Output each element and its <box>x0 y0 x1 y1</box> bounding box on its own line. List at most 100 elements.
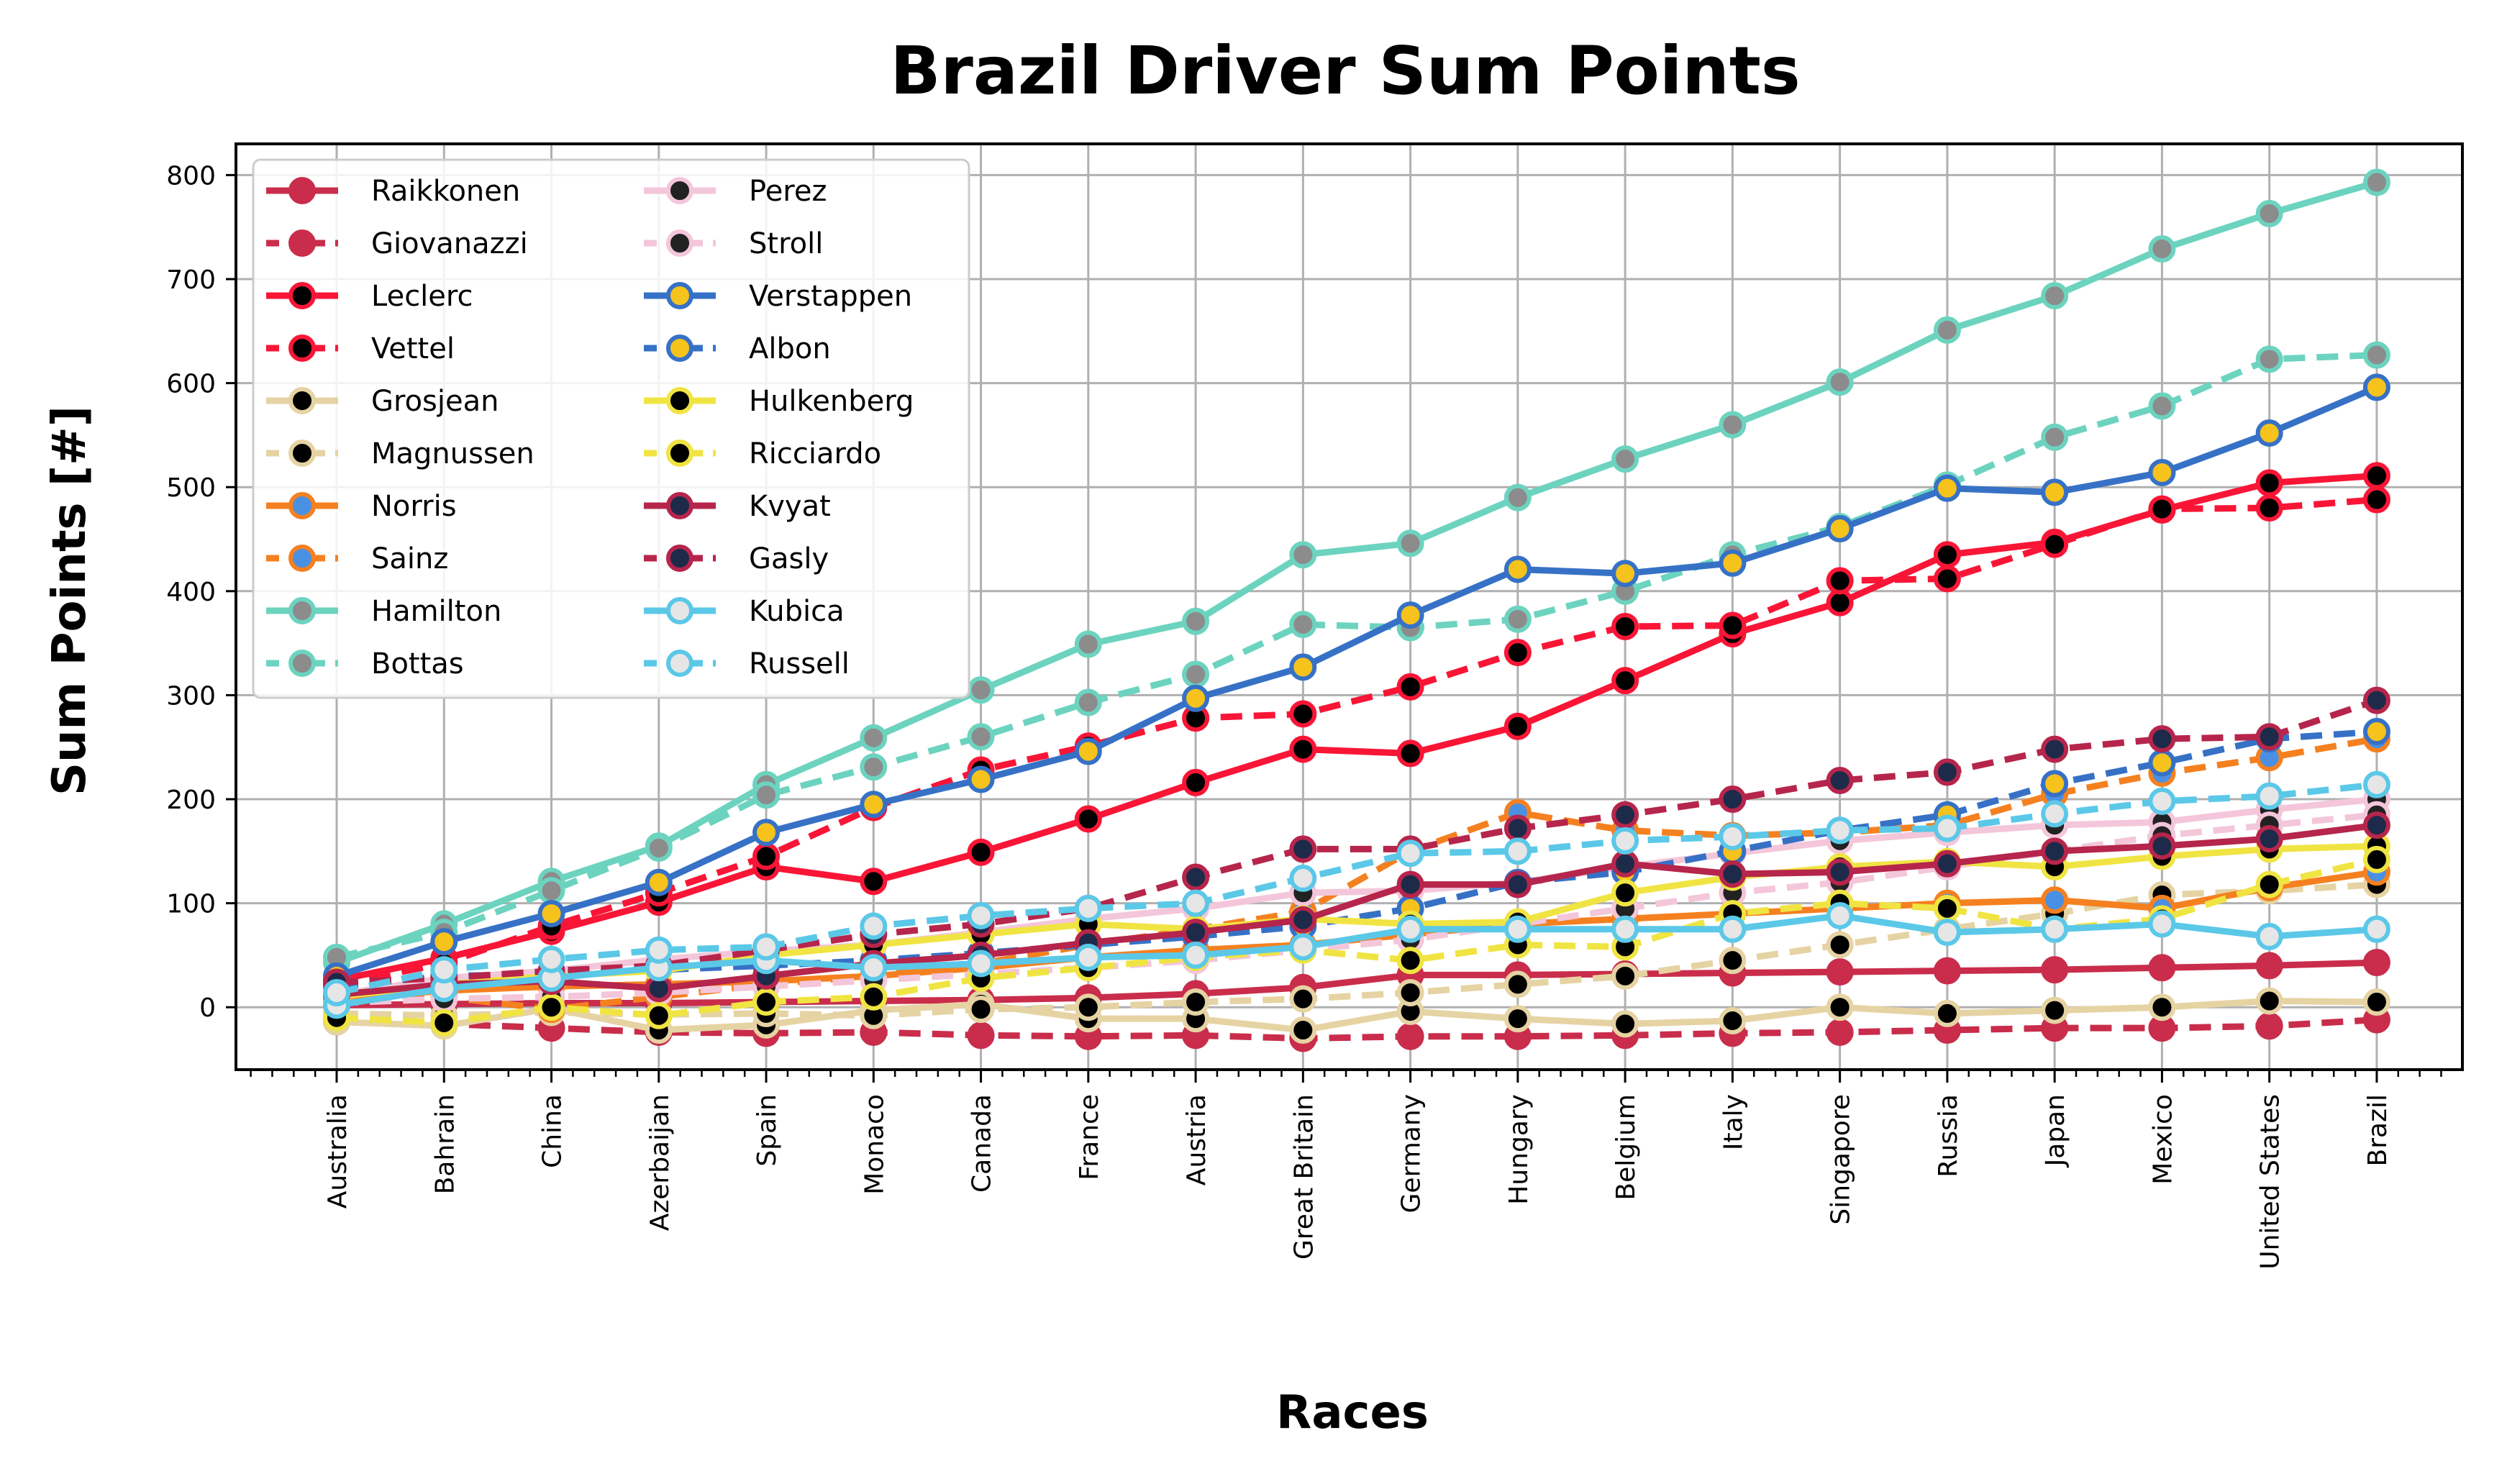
data-point-russell <box>1719 823 1747 851</box>
data-point-kubica <box>2148 910 2176 938</box>
data-point-russell <box>323 978 350 1006</box>
legend-box <box>252 158 970 699</box>
series-line-kubica <box>336 912 2378 1009</box>
legend-marker <box>666 492 693 519</box>
legend-entry-kvyat: Kvyat <box>644 490 831 523</box>
data-point-magnussen <box>1074 993 1102 1021</box>
x-tick-label: Austria <box>1182 1094 1211 1185</box>
series-verstappen <box>323 373 2390 990</box>
legend-marker <box>288 650 316 677</box>
data-point-bottas <box>1074 688 1102 716</box>
data-point-gasly <box>1933 758 1961 786</box>
data-point-hamilton <box>2255 199 2283 227</box>
data-point-hamilton <box>1719 411 1747 439</box>
legend-entry-russell: Russell <box>644 647 850 680</box>
legend-label: Sainz <box>371 542 448 575</box>
legend-label: Russell <box>749 647 850 680</box>
legend-entry-ricciardo: Ricciardo <box>644 437 881 470</box>
data-point-kvyat <box>2255 824 2283 852</box>
data-point-verstappen <box>1396 601 1424 629</box>
data-point-hamilton <box>1933 316 1961 344</box>
data-point-raikkonen <box>2041 956 2069 984</box>
data-point-gasly <box>2041 735 2069 763</box>
data-point-gasly <box>1503 814 1532 842</box>
data-point-grosjean <box>1611 1010 1639 1038</box>
data-point-ricciardo <box>1396 947 1424 975</box>
series-line-russell <box>336 781 2378 996</box>
data-point-bottas <box>752 781 781 809</box>
data-point-kvyat <box>2041 837 2069 865</box>
legend-label: Giovanazzi <box>371 227 528 260</box>
legend-marker <box>666 229 693 257</box>
legend-label: Vettel <box>371 332 455 365</box>
data-point-grosjean <box>1933 999 1961 1027</box>
legend-entry-norris: Norris <box>266 490 457 523</box>
data-point-kubica <box>2041 915 2069 943</box>
legend-marker <box>288 334 316 362</box>
data-point-giovanazzi <box>1396 1022 1424 1050</box>
data-point-vettel <box>1719 611 1747 639</box>
y-tick-label: 800 <box>166 161 216 191</box>
data-point-ricciardo <box>1933 894 1961 922</box>
data-point-verstappen <box>1503 555 1532 583</box>
data-point-verstappen <box>1611 560 1639 588</box>
legend-label: Hamilton <box>371 595 501 628</box>
y-tick-label: 100 <box>166 890 216 919</box>
data-point-kubica <box>860 954 888 982</box>
data-point-bottas <box>860 753 888 781</box>
data-point-russell <box>752 933 781 961</box>
data-point-kubica <box>1826 901 1854 929</box>
series-line-raikkonen <box>336 959 2378 1009</box>
data-point-russell <box>1396 839 1424 868</box>
data-point-hamilton <box>1074 630 1102 658</box>
data-point-bottas <box>1289 611 1317 639</box>
x-tick-label: Russia <box>1934 1094 1963 1178</box>
data-point-hamilton <box>1182 607 1210 635</box>
data-point-vettel <box>2362 486 2390 514</box>
data-point-russell <box>2148 787 2176 815</box>
legend-entry-sainz: Sainz <box>266 542 448 575</box>
legend-label: Kubica <box>749 595 845 628</box>
data-point-gasly <box>2362 686 2390 714</box>
data-point-raikkonen <box>2255 952 2283 980</box>
data-point-ricciardo <box>860 983 888 1011</box>
legend-label: Leclerc <box>371 280 473 313</box>
data-point-kubica <box>1396 915 1424 943</box>
series-line-perez <box>336 796 2378 998</box>
data-point-leclerc <box>1396 739 1424 768</box>
x-tick-label: Australia <box>323 1094 352 1208</box>
data-point-verstappen <box>1182 684 1210 712</box>
legend-label: Ricciardo <box>749 437 881 470</box>
legend-entry-grosjean: Grosjean <box>266 385 499 418</box>
x-tick-label: Azerbaijan <box>645 1094 675 1231</box>
data-point-russell <box>1826 816 1854 845</box>
data-point-norris <box>2041 886 2069 914</box>
legend-entry-perez: Perez <box>644 175 827 208</box>
data-point-leclerc <box>1182 768 1210 796</box>
series-line-grosjean <box>336 998 2377 1034</box>
data-point-gasly <box>2148 725 2176 753</box>
data-point-gasly <box>1182 863 1210 891</box>
legend-label: Perez <box>749 175 827 208</box>
data-point-russell <box>537 945 565 973</box>
data-point-russell <box>430 956 458 984</box>
series-russell <box>323 770 2390 1006</box>
y-tick-label: 300 <box>166 681 216 711</box>
series-line-kvyat <box>336 821 2378 998</box>
series-line-vettel <box>336 496 2378 988</box>
y-tick-label: 400 <box>166 578 216 607</box>
data-point-raikkonen <box>1826 958 1854 986</box>
data-point-kvyat <box>1289 906 1317 934</box>
data-point-hamilton <box>860 724 888 752</box>
data-point-magnussen <box>1396 978 1424 1006</box>
legend-label: Norris <box>371 490 457 523</box>
legend-label: Bottas <box>371 647 464 680</box>
data-point-magnussen <box>1182 988 1210 1016</box>
data-point-verstappen <box>645 868 673 896</box>
legend-marker <box>666 387 693 414</box>
data-point-magnussen <box>1611 962 1639 990</box>
series-line-bottas <box>335 352 2378 961</box>
legend-entry-hulkenberg: Hulkenberg <box>644 385 914 418</box>
data-point-kvyat <box>1826 858 1854 886</box>
data-point-leclerc <box>2362 462 2390 490</box>
